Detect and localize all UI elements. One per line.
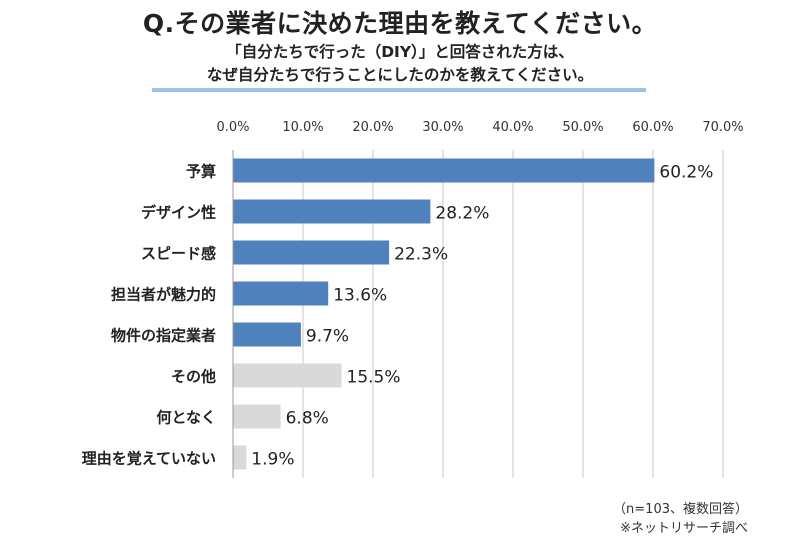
x-tick-label: 70.0% <box>702 120 743 135</box>
bar <box>233 404 281 429</box>
subtitle-line-1: 「自分たちで行った（DIY）」と回答された方は、 <box>226 43 574 61</box>
x-tick-label: 10.0% <box>282 120 323 135</box>
category-label: スピード感 <box>141 245 216 263</box>
bar <box>233 445 247 470</box>
page-title: Q.その業者に決めた理由を教えてください。 <box>142 9 658 38</box>
category-label: 予算 <box>186 163 216 181</box>
bar <box>233 199 431 224</box>
bar <box>233 281 329 306</box>
category-label: デザイン性 <box>141 204 216 222</box>
value-label: 9.7% <box>306 327 349 347</box>
value-label: 1.9% <box>251 450 294 470</box>
category-label: 物件の指定業者 <box>111 327 216 345</box>
category-label: 何となく <box>156 409 216 427</box>
value-label: 13.6% <box>333 286 387 306</box>
value-label: 60.2% <box>659 163 713 183</box>
value-label: 6.8% <box>286 409 329 429</box>
bar <box>233 240 390 265</box>
value-label: 28.2% <box>435 204 489 224</box>
bar <box>233 158 655 183</box>
category-label: その他 <box>171 368 216 386</box>
subtitle-line-2: なぜ自分たちで行うことにしたのかを教えてください。 <box>206 66 594 84</box>
x-tick-label: 0.0% <box>216 120 249 135</box>
x-tick-label: 40.0% <box>492 120 533 135</box>
bar <box>233 322 301 347</box>
x-tick-label: 20.0% <box>352 120 393 135</box>
x-tick-label: 50.0% <box>562 120 603 135</box>
x-tick-label: 60.0% <box>632 120 673 135</box>
category-label: 理由を覚えていない <box>82 450 216 468</box>
bar <box>233 363 342 388</box>
category-label: 担当者が魅力的 <box>111 286 216 304</box>
x-tick-label: 30.0% <box>422 120 463 135</box>
value-label: 22.3% <box>394 245 448 265</box>
source-note: ※ネットリサーチ調べ <box>620 521 748 536</box>
sample-size-note: （n=103、複数回答） <box>613 502 748 517</box>
value-label: 15.5% <box>347 368 401 388</box>
title-underline <box>152 88 646 92</box>
